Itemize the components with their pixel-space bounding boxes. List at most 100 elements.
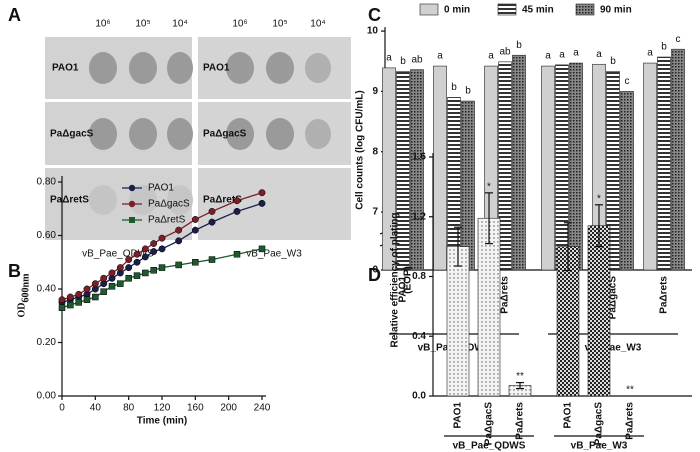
bar-letter: b bbox=[451, 82, 457, 93]
x-tick-label: 200 bbox=[220, 403, 237, 414]
y-tick-label: 0.60 bbox=[37, 230, 57, 241]
panel-label: A bbox=[8, 5, 21, 25]
significance: * bbox=[597, 193, 601, 204]
legend-label: 90 min bbox=[600, 5, 632, 16]
dilution-label: 10⁴ bbox=[310, 19, 325, 30]
x-tick-label: PAO1 bbox=[563, 402, 574, 429]
marker bbox=[116, 264, 124, 272]
bar bbox=[606, 71, 620, 271]
phage-label: vB_Pae_QDWS bbox=[82, 249, 154, 260]
marker bbox=[208, 218, 216, 226]
marker bbox=[208, 207, 216, 215]
marker bbox=[100, 288, 107, 295]
y-tick-label: 7 bbox=[372, 207, 378, 218]
panel-label: D bbox=[368, 265, 381, 285]
x-tick-label: 0 bbox=[59, 403, 65, 414]
bar bbox=[446, 246, 470, 397]
y-tick-label: 8 bbox=[372, 146, 378, 157]
marker bbox=[92, 293, 99, 301]
legend-marker bbox=[129, 217, 135, 223]
legend-swatch bbox=[419, 3, 439, 16]
legend-swatch bbox=[575, 3, 595, 16]
y-tick-label: 0.80 bbox=[37, 177, 57, 188]
dilution-label: 10⁴ bbox=[172, 19, 187, 30]
y-axis-label: Cell counts (log CFU/mL) bbox=[355, 90, 366, 209]
bar-letter: b bbox=[465, 86, 471, 97]
bar-letter: a bbox=[573, 48, 579, 59]
bar-letter: a bbox=[488, 51, 494, 62]
bar bbox=[657, 56, 671, 271]
marker bbox=[258, 245, 266, 253]
x-axis-label: Time (min) bbox=[137, 416, 187, 427]
marker bbox=[75, 299, 82, 306]
marker bbox=[83, 296, 91, 303]
strain-label: PAO1 bbox=[52, 63, 79, 74]
marker bbox=[158, 234, 166, 242]
significance: * bbox=[487, 181, 491, 192]
strain-label: PAO1 bbox=[203, 63, 230, 74]
bar bbox=[433, 65, 447, 271]
legend-marker bbox=[128, 200, 136, 208]
strain-label: PaΔretS bbox=[50, 195, 89, 206]
y-tick-label: 1.6 bbox=[412, 152, 426, 163]
marker bbox=[75, 290, 83, 298]
marker bbox=[175, 226, 183, 234]
panel-label: C bbox=[368, 5, 381, 25]
phage-label: vB_Pae_W3 bbox=[246, 249, 302, 260]
bar bbox=[382, 67, 396, 271]
dilution-label: 10⁶ bbox=[95, 19, 110, 30]
dilution-label: 10⁵ bbox=[135, 19, 150, 30]
marker bbox=[125, 256, 133, 264]
y-axis-label: OD bbox=[16, 303, 27, 318]
marker bbox=[67, 301, 74, 309]
marker bbox=[158, 245, 166, 253]
legend-label: 45 min bbox=[522, 5, 554, 16]
marker bbox=[258, 189, 266, 197]
marker bbox=[150, 267, 157, 274]
legend-marker bbox=[128, 184, 136, 192]
y-tick-label: 0.40 bbox=[37, 284, 57, 295]
y-tick-label: 1.2 bbox=[412, 211, 426, 222]
plaques bbox=[89, 52, 331, 215]
group-label: vB_Pae_W3 bbox=[585, 343, 642, 354]
bar bbox=[541, 65, 555, 271]
separator bbox=[45, 99, 351, 102]
marker bbox=[100, 274, 108, 282]
y-tick-label: 10 bbox=[367, 26, 379, 37]
bar bbox=[620, 91, 634, 271]
y-tick-label: 0.8 bbox=[412, 271, 426, 282]
marker bbox=[233, 197, 241, 205]
bar-letter: b bbox=[661, 42, 667, 53]
dilution-label: 10⁵ bbox=[272, 19, 287, 30]
dilution-label: 10⁶ bbox=[232, 19, 247, 30]
bar-letter: a bbox=[559, 50, 565, 61]
x-tick-label: 40 bbox=[90, 403, 102, 414]
marker bbox=[58, 304, 66, 311]
legend-label: PaΔgacS bbox=[148, 199, 190, 210]
bar-letter: a bbox=[647, 48, 653, 59]
marker bbox=[133, 250, 141, 258]
x-tick-label: PaΔgacS bbox=[608, 276, 619, 320]
bar bbox=[410, 69, 424, 271]
marker bbox=[175, 237, 183, 245]
x-tick-label: 120 bbox=[154, 403, 171, 414]
y-tick-label: 0 bbox=[372, 265, 378, 276]
marker bbox=[117, 280, 124, 287]
bar bbox=[498, 61, 512, 271]
bar-letter: c bbox=[625, 76, 630, 87]
x-tick-label: PaΔrets bbox=[659, 276, 670, 314]
y-tick-label: 0.00 bbox=[37, 391, 57, 402]
legend-swatch bbox=[497, 3, 517, 16]
marker bbox=[233, 207, 241, 215]
x-tick-label: 160 bbox=[187, 403, 204, 414]
bar bbox=[671, 48, 685, 271]
bar-letter: a bbox=[545, 51, 551, 62]
bar-letter: b bbox=[516, 40, 522, 51]
bar-letter: ab bbox=[499, 46, 511, 57]
bar-letter: ab bbox=[411, 54, 423, 65]
marker bbox=[191, 216, 199, 223]
bar bbox=[396, 71, 410, 271]
y-axis-label: Relative efficiency of plating bbox=[390, 212, 401, 347]
significance: ** bbox=[516, 371, 524, 382]
x-tick-label: 80 bbox=[123, 403, 135, 414]
